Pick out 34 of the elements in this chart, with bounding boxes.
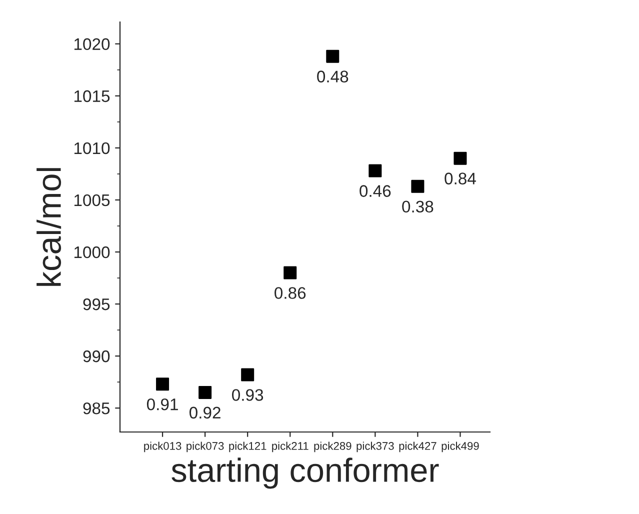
x-tick-label: pick373 <box>356 442 394 452</box>
annotation: 0.46 <box>360 185 391 197</box>
point <box>368 164 382 178</box>
point <box>156 378 170 391</box>
x-tick-label: pick121 <box>229 442 266 452</box>
x-tick-label: pick211 <box>272 442 308 452</box>
x-tick-label: pick073 <box>186 442 224 452</box>
annotation: 0.93 <box>232 389 264 401</box>
point <box>284 266 297 280</box>
annotation: 0.48 <box>317 70 348 82</box>
annotation: 0.84 <box>444 172 476 184</box>
point <box>198 386 212 399</box>
x-tick-label: pick013 <box>144 442 182 452</box>
annotation: 0.91 <box>146 398 178 410</box>
y-tick-label: 1020 <box>74 38 110 50</box>
y-tick-label: 1010 <box>74 142 110 154</box>
y-axis-title: kcal/mol <box>36 168 62 286</box>
y-tick-label: 1000 <box>74 246 110 258</box>
x-axis-title: starting conformer <box>172 458 439 489</box>
annotation: 0.86 <box>274 287 306 299</box>
point <box>454 152 467 165</box>
point <box>411 180 424 193</box>
annotation: 0.38 <box>402 200 434 213</box>
y-tick-label: 995 <box>83 298 110 310</box>
point <box>326 50 340 63</box>
x-tick-label: pick289 <box>314 442 352 452</box>
y-tick-label: 990 <box>83 350 110 362</box>
y-tick-label: 1005 <box>74 194 110 206</box>
x-tick-label: pick499 <box>442 442 479 452</box>
y-tick-label: 1015 <box>74 90 110 102</box>
x-tick-label: pick427 <box>399 442 436 452</box>
annotation: 0.92 <box>189 406 220 419</box>
point <box>241 368 254 382</box>
y-tick-label: 985 <box>83 402 110 414</box>
